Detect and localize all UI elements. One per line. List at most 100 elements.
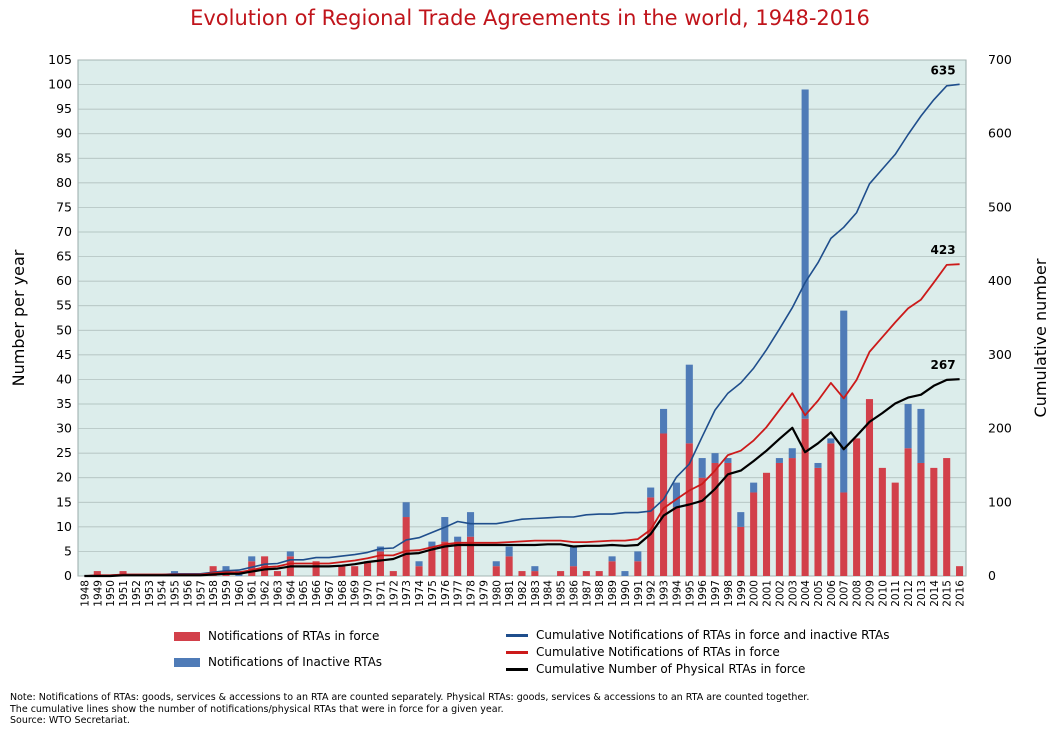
y-tick-label: 95: [56, 101, 72, 116]
line-cumulative-total: [84, 83, 960, 577]
legend-item-line-physical: Cumulative Number of Physical RTAs in fo…: [506, 661, 889, 678]
y-tick-label: 35: [56, 396, 72, 411]
x-tick-label: 1964: [285, 580, 297, 607]
bar-in-force: [557, 571, 565, 576]
bar-inactive: [788, 448, 796, 459]
y-tick-label: 15: [56, 494, 72, 509]
bar-inactive: [904, 404, 912, 449]
bar-in-force: [389, 571, 397, 576]
legend-label-in-force: Notifications of RTAs in force: [208, 629, 380, 643]
bar-inactive: [634, 551, 642, 562]
x-tick-label: 2015: [942, 580, 954, 607]
x-tick-label: 1997: [710, 580, 722, 607]
line-legend: Cumulative Notifications of RTAs in forc…: [506, 627, 889, 678]
bar-in-force: [273, 571, 282, 576]
legend-label-line-in-force: Cumulative Notifications of RTAs in forc…: [536, 645, 780, 659]
y-tick-label: 5: [64, 543, 72, 558]
legend-label-line-total: Cumulative Notifications of RTAs in forc…: [536, 628, 890, 642]
bar-in-force: [569, 566, 578, 576]
x-tick-label: 2005: [813, 580, 825, 607]
x-tick-label: 1963: [272, 580, 284, 607]
x-tick-label: 1962: [260, 580, 272, 607]
x-tick-label: 1998: [723, 580, 735, 607]
chart-notes: Note: Notifications of RTAs: goods, serv…: [10, 692, 809, 727]
y2-tick-label: 200: [988, 421, 1012, 436]
x-tick-label: 2014: [929, 580, 941, 607]
bar-inactive: [647, 487, 655, 498]
y2-tick-label: 400: [988, 273, 1012, 288]
y-tick-label: 50: [56, 322, 72, 337]
bar-in-force: [711, 462, 719, 576]
legend-label-inactive: Notifications of Inactive RTAs: [208, 655, 383, 669]
x-tick-label: 1971: [375, 580, 387, 607]
y-tick-label: 10: [56, 519, 72, 534]
x-tick-label: 1999: [736, 580, 748, 607]
x-tick-label: 1980: [491, 580, 503, 607]
legend-swatch-in-force: [174, 632, 200, 641]
x-tick-label: 1966: [311, 580, 323, 607]
x-tick-label: 1983: [530, 580, 542, 607]
legend-item-line-in-force: Cumulative Notifications of RTAs in forc…: [506, 644, 889, 661]
bar-in-force: [351, 566, 359, 576]
bar-inactive: [814, 462, 822, 468]
legend-line-physical: [506, 668, 528, 671]
bar-in-force: [827, 443, 835, 576]
y2-tick-label: 700: [988, 52, 1012, 67]
y-tick-label: 25: [56, 445, 72, 460]
bar-in-force: [364, 561, 372, 576]
x-tick-label: 2010: [877, 580, 889, 607]
bar-in-force: [595, 571, 603, 576]
bar-in-force: [248, 561, 256, 576]
x-tick-label: 1977: [453, 580, 465, 607]
bar-in-force: [261, 556, 269, 576]
bar-in-force: [685, 443, 693, 576]
x-tick-label: 1948: [79, 580, 91, 607]
bar-in-force: [119, 571, 127, 576]
bar-inactive: [827, 438, 835, 444]
x-tick-label: 1958: [208, 580, 220, 607]
x-tick-label: 1996: [697, 580, 709, 607]
bar-in-force: [660, 433, 668, 576]
note-line-3: Source: WTO Secretariat.: [10, 715, 130, 726]
x-tick-label: 1978: [466, 580, 478, 607]
bar-in-force: [814, 467, 822, 576]
x-tick-label: 1988: [594, 580, 606, 607]
y-tick-label: 85: [56, 150, 72, 165]
x-tick-label: 1955: [170, 580, 182, 607]
bar-inactive: [402, 502, 410, 518]
x-tick-label: 1956: [182, 580, 194, 607]
y-tick-label: 70: [56, 224, 72, 239]
bar-in-force: [466, 536, 475, 576]
bar-in-force: [917, 462, 925, 576]
x-tick-label: 1970: [363, 580, 375, 607]
bar-inactive: [222, 566, 230, 572]
x-tick-label: 2007: [839, 580, 851, 607]
x-tick-label: 1950: [105, 580, 117, 607]
y2-tick-label: 300: [988, 347, 1012, 362]
x-tick-label: 1960: [234, 580, 246, 607]
bar-in-force: [415, 566, 423, 576]
bar-in-force: [402, 517, 410, 576]
bar-inactive: [286, 551, 294, 557]
x-tick-label: 1984: [543, 580, 555, 607]
y2-tick-label: 600: [988, 126, 1012, 141]
bar-legend: Notifications of RTAs in force Notificat…: [174, 628, 382, 671]
x-tick-label: 1965: [298, 580, 310, 607]
bar-inactive: [608, 556, 616, 562]
bar-inactive: [685, 364, 693, 444]
legend-swatch-inactive: [174, 658, 200, 667]
y-tick-label: 55: [56, 298, 72, 313]
x-tick-label: 1982: [517, 580, 529, 607]
bar-inactive: [698, 458, 706, 478]
y-axis-title: Number per year: [9, 249, 28, 386]
bar-inactive: [621, 571, 629, 576]
note-line-1: Note: Notifications of RTAs: goods, serv…: [10, 692, 810, 703]
x-tick-label: 2008: [852, 580, 864, 607]
x-tick-label: 1981: [504, 580, 516, 607]
bar-in-force: [840, 492, 848, 576]
end-value-label: 267: [931, 358, 956, 372]
x-tick-label: 1993: [659, 580, 671, 607]
bar-in-force: [531, 571, 539, 576]
x-tick-label: 2006: [826, 580, 838, 607]
end-value-label: 635: [931, 63, 956, 77]
